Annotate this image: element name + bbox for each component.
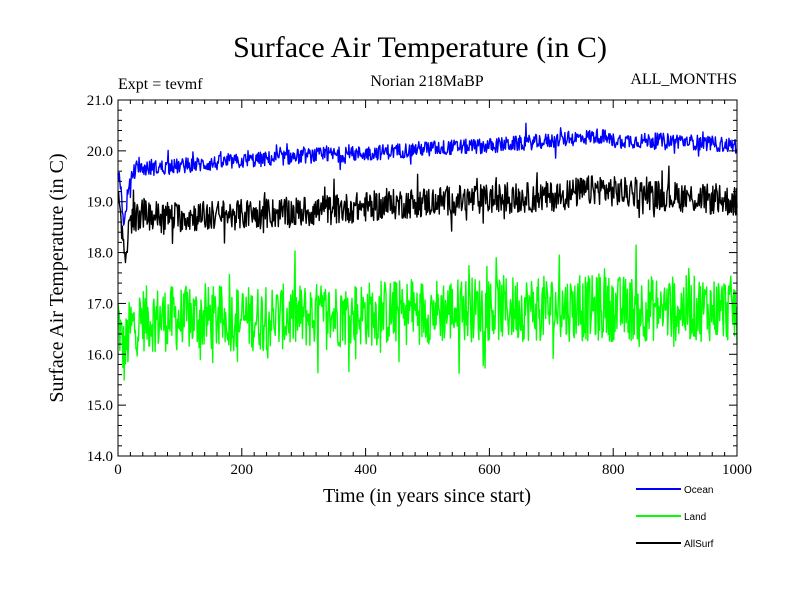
series-layer	[117, 122, 738, 381]
x-tick-label: 1000	[722, 462, 752, 478]
y-tick-label: 16.0	[87, 347, 113, 363]
axes-layer: 0 200 400 600 800 1000 14.0 15.0 16.0 17.0 18.0 19.…	[87, 93, 752, 478]
y-tick-label: 14.0	[87, 449, 113, 465]
legend-label-land: Land	[684, 512, 706, 523]
series-line-ocean	[117, 122, 738, 226]
x-tick-label: 0	[114, 462, 122, 478]
experiment-label: Expt = tevmf	[118, 76, 203, 93]
legend-label-allsurf: AllSurf	[684, 539, 714, 550]
y-tick-label: 15.0	[87, 398, 113, 414]
x-tick-label: 600	[478, 462, 501, 478]
legend: Ocean Land AllSurf	[636, 485, 714, 550]
chart-title: Surface Air Temperature (in C)	[233, 31, 607, 64]
series-line-allsurf	[117, 165, 738, 264]
series-line-land	[117, 244, 738, 381]
y-axis-label: Surface Air Temperature (in C)	[46, 153, 68, 402]
legend-label-ocean: Ocean	[684, 485, 713, 496]
period-label: ALL_MONTHS	[630, 71, 737, 88]
chart-subtitle: Norian 218MaBP	[370, 73, 483, 90]
y-tick-label: 21.0	[87, 93, 113, 109]
y-tick-label: 19.0	[87, 195, 113, 211]
x-axis-label: Time (in years since start)	[323, 485, 531, 507]
y-tick-label: 17.0	[87, 296, 113, 312]
y-tick-label: 20.0	[87, 144, 113, 160]
x-tick-label: 400	[354, 462, 377, 478]
x-tick-label: 200	[231, 462, 254, 478]
x-tick-label: 800	[602, 462, 625, 478]
y-tick-label: 18.0	[87, 246, 113, 262]
